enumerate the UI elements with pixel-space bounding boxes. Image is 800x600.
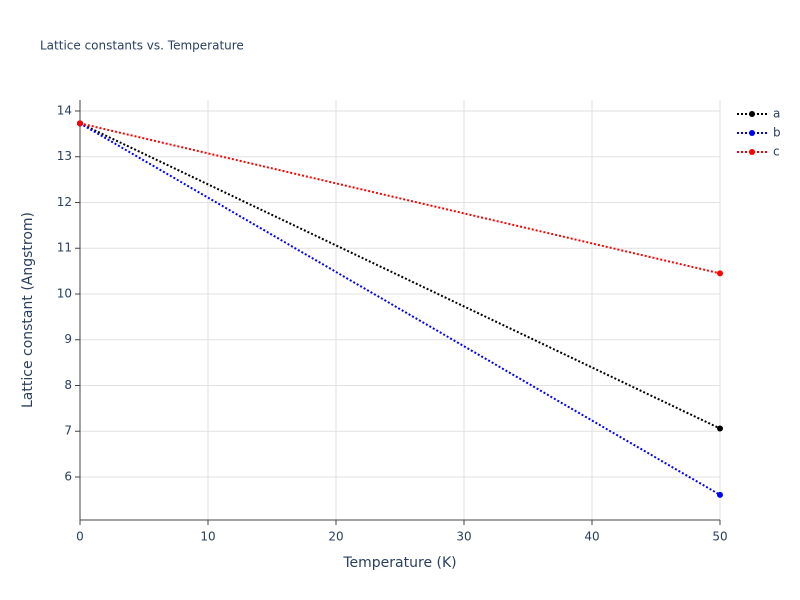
y-axis-title: Lattice constant (Angstrom) [20,212,36,408]
point [717,491,723,498]
y-tick-label: 7 [64,424,72,438]
series-line [79,122,721,275]
legend-marker [749,130,755,136]
point [77,120,83,127]
legend-label: b [773,126,781,140]
legend-marker [749,111,755,117]
y-tick-label: 12 [57,195,72,209]
y-tick-label: 13 [57,149,72,163]
y-tick-label: 8 [64,378,72,392]
chart-title: Lattice constants vs. Temperature [40,39,244,53]
y-tick-label: 6 [64,469,72,483]
point [717,270,723,277]
y-tick-label: 11 [57,241,72,255]
legend-label: c [773,145,780,159]
y-tick-label: 9 [64,332,72,346]
series-line [79,122,721,430]
x-tick-label: 10 [200,530,215,544]
y-tick-label: 14 [57,103,72,117]
x-tick-label: 20 [328,530,343,544]
legend-marker [749,149,755,155]
x-tick-label: 0 [76,530,84,544]
y-tick-label: 10 [57,286,72,300]
x-tick-label: 40 [584,530,599,544]
series-line [79,122,721,496]
x-tick-label: 50 [712,530,727,544]
legend-label: a [773,107,780,121]
point [717,425,723,432]
x-axis-title: Temperature (K) [342,555,456,571]
x-tick-label: 30 [456,530,471,544]
